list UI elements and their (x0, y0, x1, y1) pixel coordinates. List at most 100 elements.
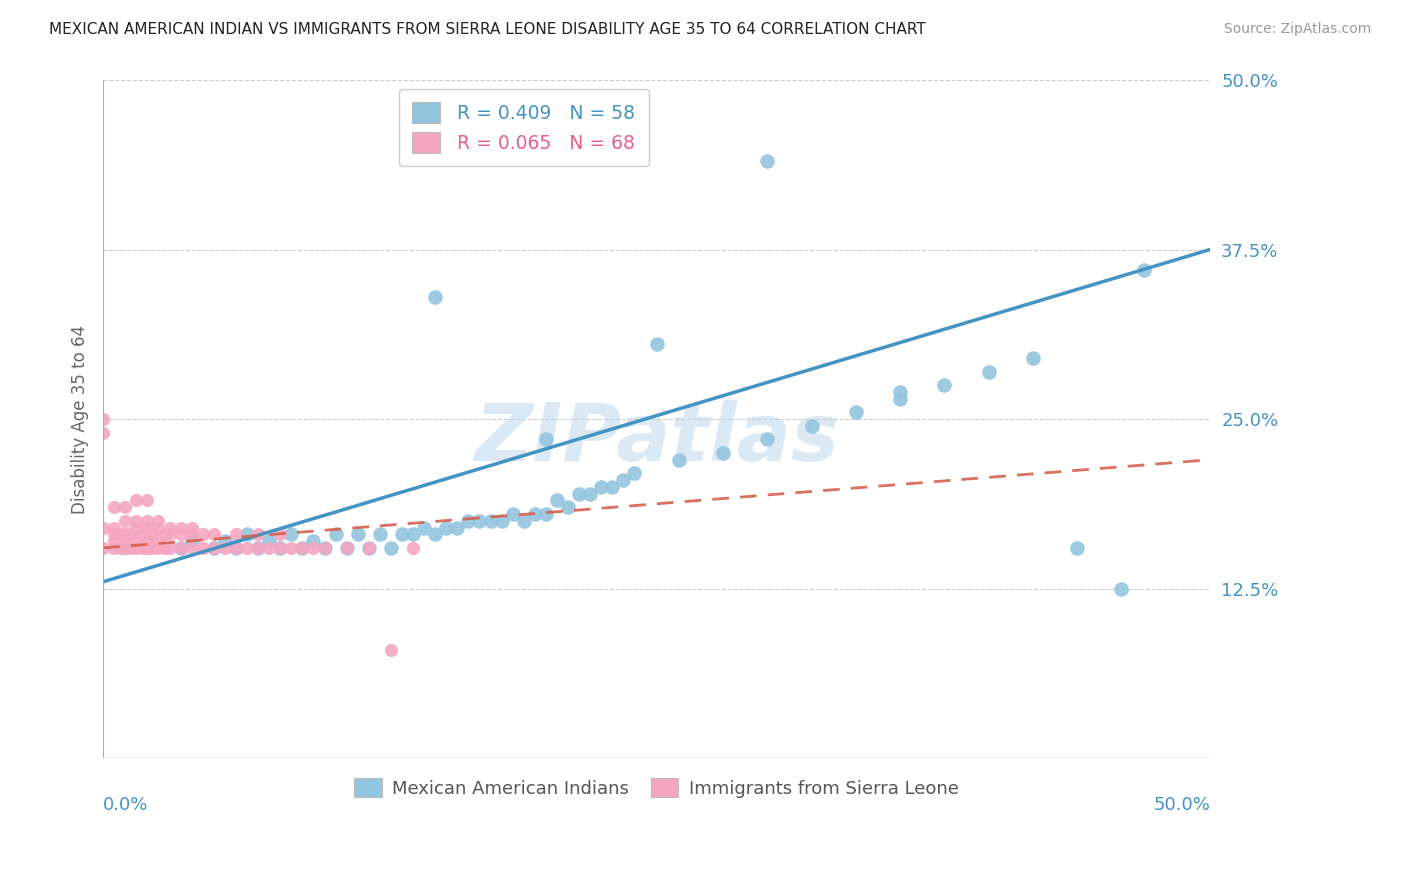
Point (132, 541, 155, 555)
Point (711, 446, 734, 460)
Text: MEXICAN AMERICAN INDIAN VS IMMIGRANTS FROM SIERRA LEONE DISABILITY AGE 35 TO 64 : MEXICAN AMERICAN INDIAN VS IMMIGRANTS FR… (49, 22, 927, 37)
Point (491, 514, 513, 528)
Point (136, 493, 159, 508)
Point (325, 527, 347, 541)
Point (889, 392, 911, 406)
Point (257, 541, 280, 555)
Point (202, 527, 225, 541)
Point (314, 541, 336, 555)
Point (391, 527, 413, 541)
Point (141, 527, 163, 541)
Point (534, 433, 557, 447)
Point (600, 480, 623, 494)
Point (800, 418, 823, 433)
Point (136, 520, 159, 534)
Point (977, 365, 1000, 379)
Point (103, 520, 125, 534)
Point (125, 514, 148, 528)
Point (1022, 351, 1045, 365)
Point (468, 514, 491, 528)
Point (132, 527, 155, 541)
Point (446, 520, 468, 534)
Point (1066, 541, 1088, 555)
Point (934, 378, 956, 392)
Point (114, 541, 136, 555)
Point (579, 486, 602, 500)
Point (91, 541, 114, 555)
Point (118, 541, 141, 555)
Point (434, 520, 457, 534)
Point (202, 541, 225, 555)
Point (425, 290, 447, 304)
Point (357, 541, 380, 555)
Point (502, 507, 524, 521)
Point (269, 541, 291, 555)
Y-axis label: Disability Age 35 to 64: Disability Age 35 to 64 (72, 325, 89, 514)
Point (357, 541, 380, 555)
Point (103, 527, 125, 541)
Point (148, 514, 170, 528)
Point (1132, 263, 1154, 277)
Point (557, 500, 579, 515)
Point (103, 541, 125, 555)
Point (148, 534, 170, 549)
Point (425, 527, 447, 541)
Point (291, 541, 314, 555)
Point (302, 541, 325, 555)
Point (380, 642, 402, 657)
Point (148, 520, 170, 534)
Point (136, 541, 159, 555)
Point (136, 534, 159, 549)
Point (159, 527, 181, 541)
Point (1111, 582, 1133, 596)
Point (180, 520, 202, 534)
Point (623, 467, 645, 481)
Point (668, 452, 690, 467)
Point (125, 520, 148, 534)
Point (169, 520, 191, 534)
Point (236, 527, 259, 541)
Point (153, 527, 176, 541)
Point (169, 527, 191, 541)
Point (247, 527, 270, 541)
Point (645, 337, 668, 351)
Point (103, 534, 125, 549)
Point (91, 412, 114, 426)
Point (534, 507, 557, 521)
Point (125, 541, 148, 555)
Text: 0.0%: 0.0% (103, 796, 149, 814)
Point (114, 514, 136, 528)
Point (114, 534, 136, 549)
Point (114, 500, 136, 515)
Point (169, 541, 191, 555)
Point (346, 527, 368, 541)
Point (159, 520, 181, 534)
Point (756, 154, 779, 169)
Point (118, 527, 141, 541)
Point (110, 527, 132, 541)
Point (91, 425, 114, 440)
Point (103, 500, 125, 515)
Point (159, 541, 181, 555)
Text: 50.0%: 50.0% (1153, 796, 1211, 814)
Point (91, 520, 114, 534)
Point (180, 534, 202, 549)
Point (280, 527, 302, 541)
Point (523, 507, 546, 521)
Point (479, 514, 502, 528)
Point (368, 527, 391, 541)
Point (280, 541, 302, 555)
Point (214, 541, 236, 555)
Point (269, 527, 291, 541)
Legend: Mexican American Indians, Immigrants from Sierra Leone: Mexican American Indians, Immigrants fro… (346, 769, 967, 806)
Point (402, 527, 425, 541)
Point (546, 493, 568, 508)
Point (336, 541, 359, 555)
Point (110, 541, 132, 555)
Point (413, 520, 436, 534)
Point (153, 541, 176, 555)
Point (180, 541, 202, 555)
Point (889, 384, 911, 399)
Point (191, 527, 214, 541)
Point (302, 534, 325, 549)
